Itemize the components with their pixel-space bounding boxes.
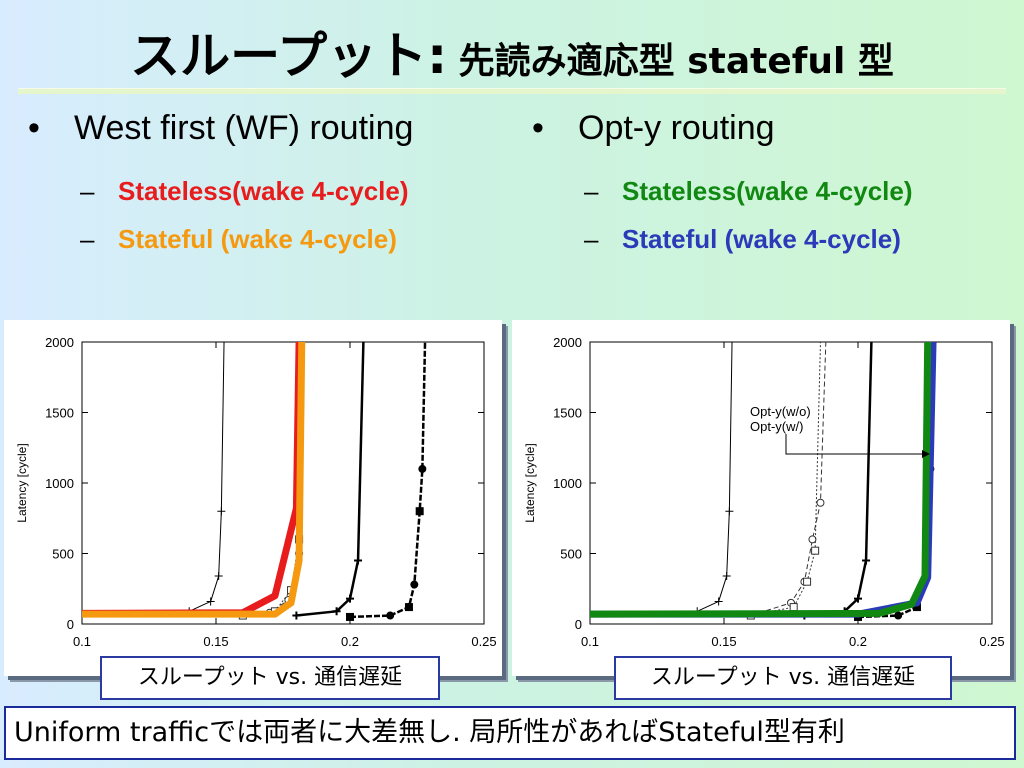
chart-panel-wf: 0 500 1000 1500 2000 0.1 0.15 0.2 0.25 Latency [c… xyxy=(4,320,502,676)
series-line-3 xyxy=(296,341,365,617)
sub-item-text: Stateless(wake 4-cycle) xyxy=(118,176,409,206)
sub-item-text: Stateful (wake 4-cycle) xyxy=(118,224,397,254)
x-tick-label: 0.1 xyxy=(581,634,599,649)
x-tick-label: 0.1 xyxy=(73,634,91,649)
bullet-text: Opt-y routing xyxy=(578,109,775,147)
data-point-filled-square xyxy=(415,507,424,516)
data-point-circle xyxy=(808,535,817,544)
y-axis-label: Latency [cycle] xyxy=(523,443,537,522)
latency-chart-opty: 0 500 1000 1500 2000 0.1 0.15 0.2 0.25 Latency [c… xyxy=(523,335,1005,649)
x-tick-label: 0.2 xyxy=(341,634,359,649)
y-tick-label: 1000 xyxy=(553,476,582,491)
annotation-arrow-head xyxy=(922,450,930,458)
chart-panel-opty: 0 500 1000 1500 2000 0.1 0.15 0.2 0.25 Latency [c… xyxy=(512,320,1010,676)
dash-icon: – xyxy=(584,224,599,254)
bullet-text: West first (WF) routing xyxy=(74,109,414,147)
y-tick-label: 500 xyxy=(52,547,74,562)
data-point-plus xyxy=(332,607,341,616)
chart-caption-wf: スループット vs. 通信遅延 xyxy=(100,656,440,700)
data-point-plus xyxy=(354,556,363,565)
annotation-label: Opt-y(w/) xyxy=(750,419,803,434)
annotation-label: Opt-y(w/o) xyxy=(750,404,811,419)
x-tick-label: 0.15 xyxy=(203,634,228,649)
x-tick-label: 0.25 xyxy=(471,634,496,649)
series-line-6 xyxy=(82,341,306,618)
series-line-1 xyxy=(750,341,827,617)
series-line-6 xyxy=(590,341,932,618)
data-point-square xyxy=(811,546,820,555)
data-point-square xyxy=(803,577,812,586)
latency-chart-wf: 0 500 1000 1500 2000 0.1 0.15 0.2 0.25 Latency [c… xyxy=(15,335,497,649)
dash-icon: – xyxy=(80,224,95,254)
data-point-plus xyxy=(725,507,734,516)
left-column: • West first (WF) routing – Stateless(wa… xyxy=(28,108,498,258)
slide-title-main: スループット: xyxy=(130,27,448,85)
data-point-plus xyxy=(214,572,223,581)
data-point-plus xyxy=(292,611,301,620)
data-point-filled-square xyxy=(404,603,413,612)
y-tick-label: 500 xyxy=(560,547,582,562)
series-line-2 xyxy=(750,341,821,617)
data-point-plus xyxy=(346,594,354,603)
x-tick-label: 0.2 xyxy=(849,634,867,649)
sub-item-stateless-wf: – Stateless(wake 4-cycle) xyxy=(80,172,498,210)
dash-icon: – xyxy=(584,176,599,206)
sub-item-stateful-opty: – Stateful (wake 4-cycle) xyxy=(584,220,1002,258)
series-line-0 xyxy=(590,341,733,617)
dash-icon: – xyxy=(80,176,95,206)
series-line-5 xyxy=(590,341,937,618)
y-tick-label: 1500 xyxy=(553,406,582,421)
data-point-plus xyxy=(206,597,215,606)
y-tick-label: 0 xyxy=(67,617,74,632)
y-tick-label: 1500 xyxy=(45,406,74,421)
data-point-filled-circle xyxy=(894,611,903,620)
x-tick-label: 0.15 xyxy=(711,634,736,649)
plot-area xyxy=(82,341,427,621)
y-tick-label: 0 xyxy=(575,617,582,632)
annotation-arrow-line xyxy=(785,434,922,455)
series-line-0 xyxy=(82,341,225,617)
plot-area xyxy=(590,341,937,621)
sub-item-stateful-wf: – Stateful (wake 4-cycle) xyxy=(80,220,498,258)
y-tick-label: 1000 xyxy=(45,476,74,491)
bullet-dot-icon: • xyxy=(532,109,544,147)
right-column: • Opt-y routing – Stateless(wake 4-cycle… xyxy=(532,108,1002,258)
y-tick-label: 2000 xyxy=(553,335,582,350)
data-point-filled-circle xyxy=(410,580,419,589)
series-line-3 xyxy=(804,341,873,617)
data-point-plus xyxy=(722,572,731,581)
chart-caption-opty: スループット vs. 通信遅延 xyxy=(614,656,952,700)
slide-title-sub: 先読み適応型 stateful 型 xyxy=(458,41,894,82)
data-point-plus xyxy=(714,597,723,606)
data-point-filled-square xyxy=(912,603,921,612)
bullet-wf-routing: • West first (WF) routing xyxy=(28,108,498,148)
series-line-5 xyxy=(82,341,303,617)
title-divider xyxy=(18,88,1006,94)
sub-item-stateless-opty: – Stateless(wake 4-cycle) xyxy=(584,172,1002,210)
data-point-circle xyxy=(816,498,825,507)
data-point-plus xyxy=(862,556,871,565)
bullet-dot-icon: • xyxy=(28,109,40,147)
x-tick-label: 0.25 xyxy=(979,634,1004,649)
data-point-square xyxy=(789,603,798,612)
conclusion-box: Uniform trafficでは両者に大差無し. 局所性があればStatefu… xyxy=(4,706,1016,760)
sub-item-text: Stateful (wake 4-cycle) xyxy=(622,224,901,254)
data-point-filled-circle xyxy=(418,464,427,473)
y-axis-label: Latency [cycle] xyxy=(15,443,29,522)
bullet-opty-routing: • Opt-y routing xyxy=(532,108,1002,148)
data-point-plus xyxy=(854,594,862,603)
data-point-filled-square xyxy=(346,612,354,621)
data-point-plus xyxy=(217,507,226,516)
slide-title: スループット: 先読み適応型 stateful 型 xyxy=(0,16,1024,88)
sub-item-text: Stateless(wake 4-cycle) xyxy=(622,176,913,206)
data-point-filled-circle xyxy=(386,611,395,620)
y-tick-label: 2000 xyxy=(45,335,74,350)
